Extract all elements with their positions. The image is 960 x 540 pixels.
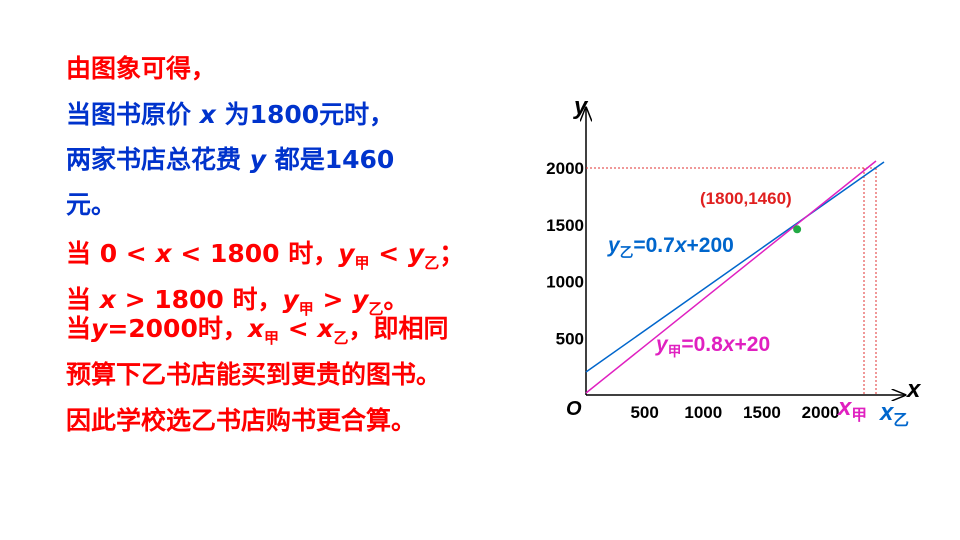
math-run: x [674,234,688,257]
text-run: 甲 [263,329,279,347]
math-run: 乙 [620,245,634,260]
math-label: x乙 [878,399,909,429]
text-run: 甲 [354,254,370,272]
text-run: ； [439,239,465,268]
function-line [585,161,885,373]
text-run: 当 [66,285,100,314]
math-run: =0.8 [681,333,723,356]
text-run: 乙 [424,254,440,272]
math-label: y甲=0.8x+20 [655,333,770,359]
x-tick-label: 2000 [802,403,840,422]
math-run: y [655,333,669,356]
text-run: x [199,100,216,129]
text-run: > [313,285,353,314]
point [793,225,802,234]
text-line: 当 x > 1800 时，y甲 > y乙。 [66,285,409,324]
text-run: 当 [66,314,92,343]
text-line: 因此学校选乙书店购书更合算。 [66,406,416,436]
text-run: y [249,145,267,174]
text-run: y [338,239,355,268]
text-run: 两家书店总花费 [66,145,250,174]
text-run: ，即相同 [348,314,449,343]
math-run: 甲 [668,344,682,359]
math-label: x甲 [836,394,867,424]
text-run: 由图象可得， [66,54,217,83]
x-tick-label: 500 [630,403,658,422]
text-run: < [369,239,408,268]
text-run: 为1800元时， [215,100,395,129]
math-run: =0.7 [633,234,674,257]
text-line: 当图书原价 x 为1800元时， [66,100,394,130]
text-run: 甲 [298,300,314,318]
text-line: 预算下乙书店能买到更贵的图书。 [66,360,441,390]
axis-label: y [573,93,589,120]
text-run: 当图书原价 [66,100,200,129]
text-line: 由图象可得， [66,54,216,84]
text-run: 乙 [333,329,349,347]
text-run: x [99,285,116,314]
text-line: 元。 [66,190,116,220]
axis-label: x [905,376,922,403]
text-line: 当y=2000时，x甲 < x乙，即相同 [66,314,449,353]
text-run: x [317,314,334,343]
math-run: x [878,399,895,426]
text-run: x [155,239,172,268]
text-run: 预算下乙书店能买到更贵的图书。 [66,360,442,389]
math-label: y乙=0.7x+200 [607,234,734,260]
text-run: 都是1460 [266,145,395,174]
y-tick-label: 500 [556,329,584,348]
text-run: 当 0 < [66,239,156,268]
math-run: 甲 [851,406,867,424]
text-run: y [282,285,299,314]
math-run: x [836,394,853,421]
math-run: x [722,333,736,356]
y-tick-label: 2000 [546,159,584,178]
text-run: 元。 [66,190,117,219]
math-run: 乙 [893,412,909,429]
math-run: +20 [735,333,771,356]
text-run: x [247,314,264,343]
origin-label: O [566,398,582,420]
text-line: 当 0 < x < 1800 时，y甲 < y乙； [66,239,464,278]
text-run: y [352,285,369,314]
math-run: +200 [687,234,734,257]
x-tick-label: 1500 [743,403,781,422]
text-run: 。 [383,285,409,314]
text-run: y [407,239,425,268]
point-label: (1800,1460) [700,189,792,208]
text-run: =2000时， [107,314,248,343]
math-run: y [607,234,621,257]
y-tick-label: 1000 [546,273,584,292]
text-line: 两家书店总花费 y 都是1460 [66,145,394,175]
function-line [585,160,877,394]
text-run: 乙 [368,300,384,318]
text-run: 因此学校选乙书店购书更合算。 [66,406,417,435]
text-run: < [279,314,318,343]
text-run: > 1800 时， [115,285,283,314]
x-tick-label: 1000 [684,403,722,422]
text-run: < 1800 时， [171,239,339,268]
y-tick-label: 1500 [546,216,584,235]
text-run: y [91,314,108,343]
